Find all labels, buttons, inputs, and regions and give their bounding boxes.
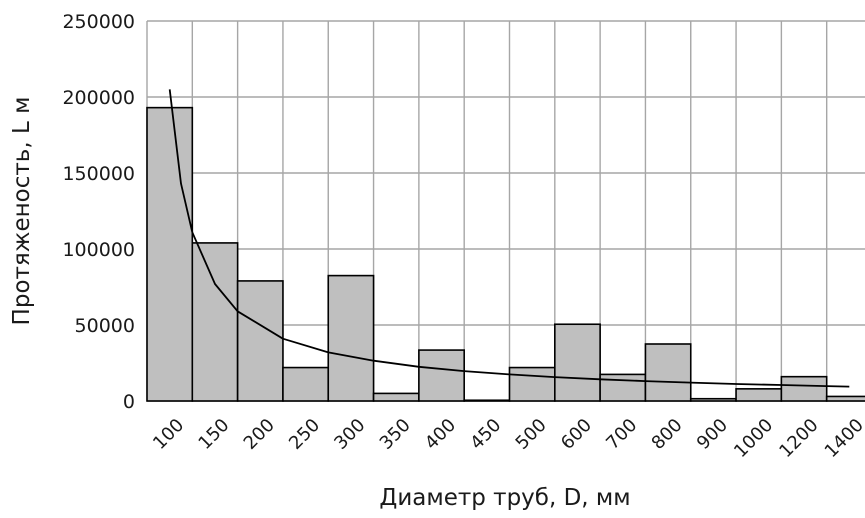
bar-700 [599,373,647,402]
x-tick-label-500: 500 [512,415,551,454]
bar-350 [372,392,420,402]
bar-600 [554,323,601,402]
x-tick-label-1400: 1400 [821,415,865,462]
y-tick-label-2: 100000 [62,239,135,261]
x-tick-label-700: 700 [602,415,641,454]
x-axis-ticks: 100 150 200 250 300 350 400 450 500 600 700 800 9001… [149,415,865,462]
x-tick-label-400: 400 [421,415,460,454]
trendline [168,89,850,388]
x-tick-label-600: 600 [557,415,596,454]
x-tick-label-200: 200 [240,415,279,454]
bars [146,106,865,402]
x-tick-label-800: 800 [648,415,687,454]
y-tick-label-3: 150000 [62,163,135,185]
bar-250 [282,366,330,402]
bar-1200 [780,375,828,402]
x-tick-label-250: 250 [285,415,324,454]
x-tick-label-300: 300 [330,415,369,454]
y-axis-title: Протяженость, L м [9,97,35,326]
grid [146,20,865,402]
bar-800 [644,343,692,402]
y-tick-label-5: 250000 [62,11,135,33]
x-tick-label-150: 150 [194,415,233,454]
x-tick-label-1200: 1200 [775,415,822,462]
bar-200 [236,280,284,402]
x-tick-label-1000: 1000 [730,415,777,462]
x-tick-label-450: 450 [466,415,505,454]
bar-100 [146,106,194,402]
y-tick-label-4: 200000 [62,87,135,109]
bar-300 [327,274,375,402]
bar-1400 [825,395,865,402]
y-tick-label-1: 50000 [75,315,135,337]
bar-400 [418,349,465,402]
bar-150 [191,242,239,402]
x-tick-label-100: 100 [149,415,188,454]
bar-900 [689,397,737,402]
bar-500 [508,366,556,402]
bar-450 [463,399,511,402]
y-axis-ticks: 0 50000 100000 150000 200000 250000 [62,11,135,413]
bar-1000 [735,388,783,402]
x-axis-title: Диаметр труб, D, мм [379,485,630,511]
x-tick-label-900: 900 [693,415,732,454]
y-tick-label-0: 0 [123,391,135,413]
x-tick-label-350: 350 [376,415,415,454]
trendline-group [168,89,850,388]
